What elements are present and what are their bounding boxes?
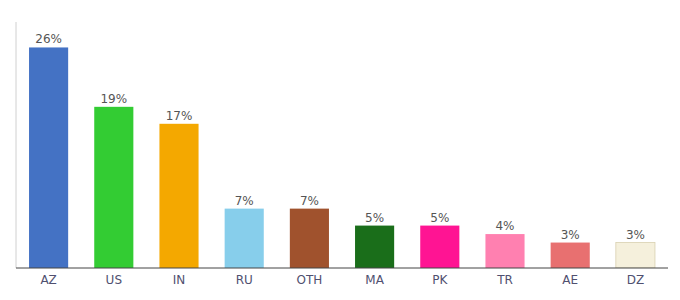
bars bbox=[29, 47, 655, 268]
data-label: 4% bbox=[495, 219, 514, 233]
data-labels: 26% 19% 17% 7% 7% 5% 5% 4% 3% 3% bbox=[35, 32, 645, 241]
bar bbox=[94, 107, 133, 268]
bar bbox=[29, 47, 68, 268]
data-label: 3% bbox=[626, 228, 645, 242]
data-label: 19% bbox=[100, 92, 127, 106]
data-label: 5% bbox=[430, 211, 449, 225]
x-tick-label: MA bbox=[365, 273, 384, 287]
x-tick-label: AE bbox=[562, 273, 578, 287]
y-axis-line bbox=[16, 22, 17, 268]
x-tick-label: US bbox=[106, 273, 122, 287]
x-tick-label: DZ bbox=[627, 273, 644, 287]
bar bbox=[355, 226, 394, 268]
bar bbox=[420, 226, 459, 268]
x-axis-line bbox=[16, 268, 668, 269]
bar bbox=[551, 243, 590, 268]
x-tick-label: IN bbox=[173, 273, 186, 287]
chart-container: AZ US IN RU OTH MA PK TR AE DZ 26% 19% 17% 7% 7% 5% 5% 4%… bbox=[0, 0, 680, 300]
data-label: 3% bbox=[561, 228, 580, 242]
bar bbox=[616, 243, 655, 268]
x-tick-label: TR bbox=[496, 273, 513, 287]
data-label: 7% bbox=[300, 194, 319, 208]
x-tick-labels: AZ US IN RU OTH MA PK TR AE DZ bbox=[40, 273, 644, 287]
data-label: 17% bbox=[166, 109, 193, 123]
bar bbox=[159, 124, 198, 268]
x-tick-label: PK bbox=[432, 273, 448, 287]
chart: AZ US IN RU OTH MA PK TR AE DZ 26% 19% 17% 7% 7% 5% 5% 4%… bbox=[0, 0, 680, 300]
bar bbox=[290, 209, 329, 268]
page: {"chart_data": {"type": "bar", "categori… bbox=[0, 0, 680, 300]
data-label: 26% bbox=[35, 32, 62, 46]
bar bbox=[225, 209, 264, 268]
x-tick-label: RU bbox=[236, 273, 253, 287]
x-tick-label: AZ bbox=[40, 273, 56, 287]
x-tick-label: OTH bbox=[296, 273, 322, 287]
data-label: 7% bbox=[235, 194, 254, 208]
bar bbox=[485, 234, 524, 268]
data-label: 5% bbox=[365, 211, 384, 225]
